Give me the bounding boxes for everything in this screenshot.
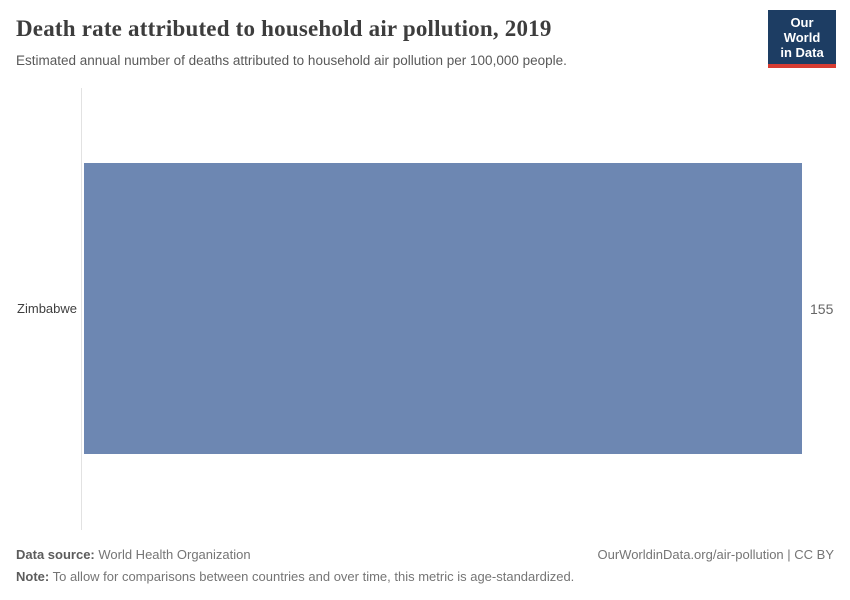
chart-footer: Data source: World Health Organization O…	[16, 547, 834, 584]
owid-logo-line1: Our World	[783, 15, 821, 45]
chart-title: Death rate attributed to household air p…	[16, 16, 552, 41]
note-value: To allow for comparisons between countri…	[49, 569, 575, 584]
chart-plot-area: Zimbabwe 155	[0, 88, 850, 530]
bar-track: 155	[84, 163, 833, 454]
owid-logo[interactable]: Our World in Data	[768, 10, 836, 68]
note-label: Note:	[16, 569, 50, 584]
footer-line1: Data source: World Health Organization O…	[16, 547, 834, 562]
bar-value-label: 155	[810, 300, 834, 317]
y-axis-line	[81, 88, 82, 530]
bar-row-zimbabwe: Zimbabwe 155	[0, 163, 833, 454]
bar-category-label: Zimbabwe	[17, 301, 77, 316]
owid-logo-line2: in Data	[780, 45, 824, 60]
footer-note: Note: To allow for comparisons between c…	[16, 569, 834, 584]
data-source-text: Data source: World Health Organization	[16, 547, 251, 562]
data-source-value: World Health Organization	[94, 547, 251, 562]
bar-zimbabwe[interactable]	[84, 163, 802, 454]
chart-subtitle: Estimated annual number of deaths attrib…	[16, 53, 567, 68]
owid-attribution-link[interactable]: OurWorldinData.org/air-pollution | CC BY	[597, 547, 834, 562]
data-source-label: Data source:	[16, 547, 95, 562]
